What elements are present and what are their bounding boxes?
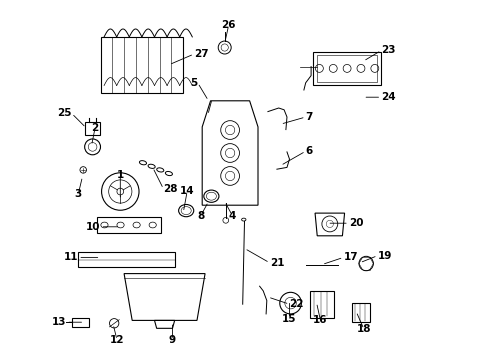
Text: 11: 11	[63, 252, 78, 262]
Text: 5: 5	[190, 78, 197, 88]
Text: 7: 7	[305, 112, 312, 122]
Text: 20: 20	[348, 218, 363, 228]
Text: 1: 1	[117, 170, 123, 180]
Text: 23: 23	[381, 45, 395, 55]
Text: 12: 12	[110, 335, 124, 345]
Text: 14: 14	[180, 186, 194, 196]
Text: 24: 24	[381, 92, 395, 102]
Text: 18: 18	[356, 324, 370, 334]
Text: 3: 3	[74, 189, 81, 199]
Text: 6: 6	[305, 146, 312, 156]
Text: 15: 15	[282, 314, 296, 324]
Text: 2: 2	[91, 123, 99, 133]
Text: 26: 26	[221, 20, 235, 30]
Text: 21: 21	[269, 258, 284, 268]
Text: 25: 25	[57, 108, 72, 118]
Text: 27: 27	[194, 49, 208, 59]
Text: 17: 17	[343, 252, 357, 262]
Text: 10: 10	[86, 222, 101, 232]
Text: 22: 22	[289, 299, 304, 309]
Text: 9: 9	[168, 335, 176, 345]
Text: 8: 8	[197, 211, 204, 221]
Text: 19: 19	[377, 251, 391, 261]
Text: 28: 28	[163, 184, 178, 194]
Text: 16: 16	[313, 315, 327, 325]
Text: 13: 13	[52, 317, 66, 327]
Text: 4: 4	[228, 211, 236, 221]
